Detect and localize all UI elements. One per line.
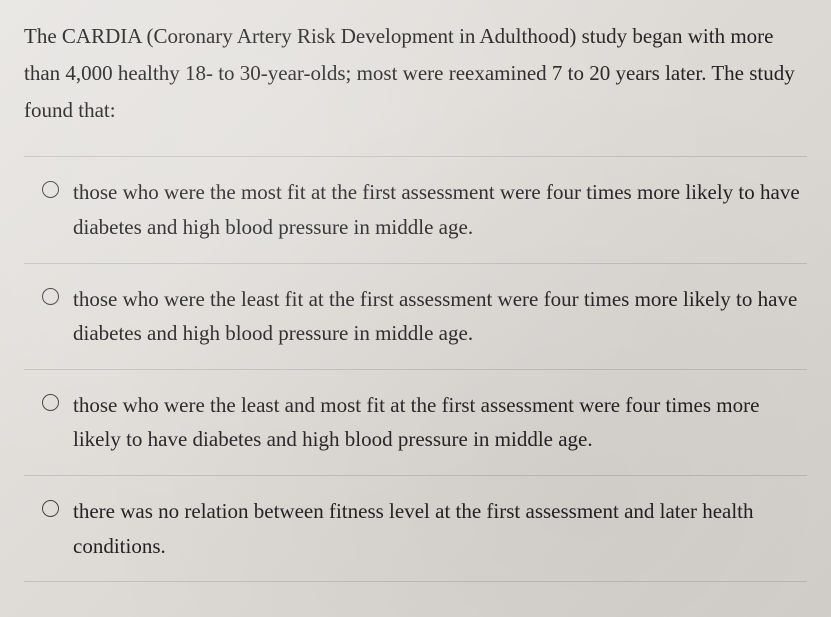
radio-icon[interactable] bbox=[42, 500, 59, 517]
option-label: there was no relation between fitness le… bbox=[73, 494, 801, 563]
radio-icon[interactable] bbox=[42, 394, 59, 411]
radio-icon[interactable] bbox=[42, 181, 59, 198]
option-row[interactable]: those who were the least and most fit at… bbox=[24, 370, 807, 476]
option-label: those who were the least and most fit at… bbox=[73, 388, 801, 457]
option-row[interactable]: there was no relation between fitness le… bbox=[24, 476, 807, 582]
option-row[interactable]: those who were the least fit at the firs… bbox=[24, 264, 807, 370]
option-label: those who were the most fit at the first… bbox=[73, 175, 801, 244]
option-row[interactable]: those who were the most fit at the first… bbox=[24, 157, 807, 263]
radio-icon[interactable] bbox=[42, 288, 59, 305]
question-stem: The CARDIA (Coronary Artery Risk Develop… bbox=[24, 18, 807, 128]
options-list: those who were the most fit at the first… bbox=[24, 156, 807, 582]
option-label: those who were the least fit at the firs… bbox=[73, 282, 801, 351]
